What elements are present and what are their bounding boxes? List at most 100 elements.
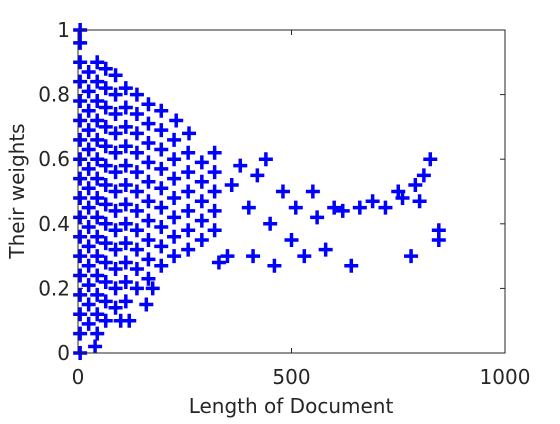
scatter-point [378,200,393,215]
scatter-point [395,190,410,205]
scatter-point [98,313,113,328]
scatter-point [73,229,88,244]
scatter-point [73,94,88,109]
scatter-point [207,223,222,238]
scatter-point [141,232,156,247]
scatter-point [73,132,88,147]
scatter-point [258,152,273,167]
scatter-point [327,200,342,215]
scatter-point [129,203,144,218]
scatter-point [169,113,184,128]
scatter-point [73,113,88,128]
scatter-point [288,200,303,215]
scatter-point [154,200,169,215]
scatter-point [310,210,325,225]
scatter-point [141,116,156,131]
scatter-point [181,145,196,160]
scatter-point [90,55,105,70]
scatter-point [297,249,312,264]
scatter-point [98,158,113,173]
scatter-point [108,223,123,238]
scatter-point [154,161,169,176]
x-axis-label: Length of Document [189,394,394,418]
scatter-point [81,239,96,254]
scatter-point [81,200,96,215]
y-tick-label: 0 [57,341,70,365]
scatter-point [267,258,282,273]
scatter-point [98,81,113,96]
scatter-point [81,297,96,312]
scatter-point [73,55,88,70]
scatter-point [118,255,133,270]
scatter-point [194,194,209,209]
scatter-point [129,242,144,257]
scatter-point [118,274,133,289]
scatter-point [141,252,156,267]
scatter-point [431,223,446,238]
scatter-point [154,258,169,273]
scatter-point [141,155,156,170]
y-axis-label: Their weights [5,123,29,259]
scatter-point [108,106,123,121]
y-tick-label: 0.2 [38,276,70,300]
scatter-point [129,165,144,180]
scatter-point [182,126,197,141]
scatter-point [90,287,105,302]
scatter-point [167,249,182,264]
scatter-point [141,194,156,209]
scatter-point [73,326,88,341]
scatter-point [90,210,105,225]
scatter-point [118,119,133,134]
scatter-point [108,87,123,102]
scatter-point [129,223,144,238]
scatter-point [423,152,438,167]
scatter-point [167,132,182,147]
scatter-point [98,197,113,212]
x-tick-label: 500 [272,365,310,389]
scatter-point [139,297,154,312]
scatter-point [154,123,169,138]
x-tick-label: 1000 [480,365,531,389]
scatter-point [154,142,169,157]
scatter-point [129,145,144,160]
scatter-point [141,174,156,189]
scatter-point [98,100,113,115]
scatter-point [98,178,113,193]
scatter-point [194,232,209,247]
scatter-point [141,213,156,228]
scatter-point [98,236,113,251]
scatter-point [90,171,105,186]
scatter-point [73,307,88,322]
scatter-point [81,181,96,196]
scatter-point [129,262,144,277]
scatter-point [129,126,144,141]
scatter-point [108,300,123,315]
scatter-point [408,178,423,193]
scatter-point [246,249,261,264]
scatter-point [81,103,96,118]
scatter-point [167,210,182,225]
scatter-point [73,190,88,205]
scatter-point [90,94,105,109]
scatter-point [90,113,105,128]
plot-marks [73,23,446,360]
y-tick-label: 0.4 [38,212,70,236]
scatter-point [220,249,235,264]
scatter-point [129,281,144,296]
scatter-point [73,171,88,186]
scatter-point [118,197,133,212]
scatter-point [207,165,222,180]
scatter-point [108,242,123,257]
scatter-point [73,210,88,225]
scatter-point [141,136,156,151]
scatter-point [73,287,88,302]
scatter-point [233,158,248,173]
scatter-point [98,255,113,270]
scatter-point [404,249,419,264]
scatter-point [318,242,333,257]
scatter-point [81,123,96,138]
scatter-point [154,103,169,118]
scatter-point [90,249,105,264]
scatter-point [241,200,256,215]
